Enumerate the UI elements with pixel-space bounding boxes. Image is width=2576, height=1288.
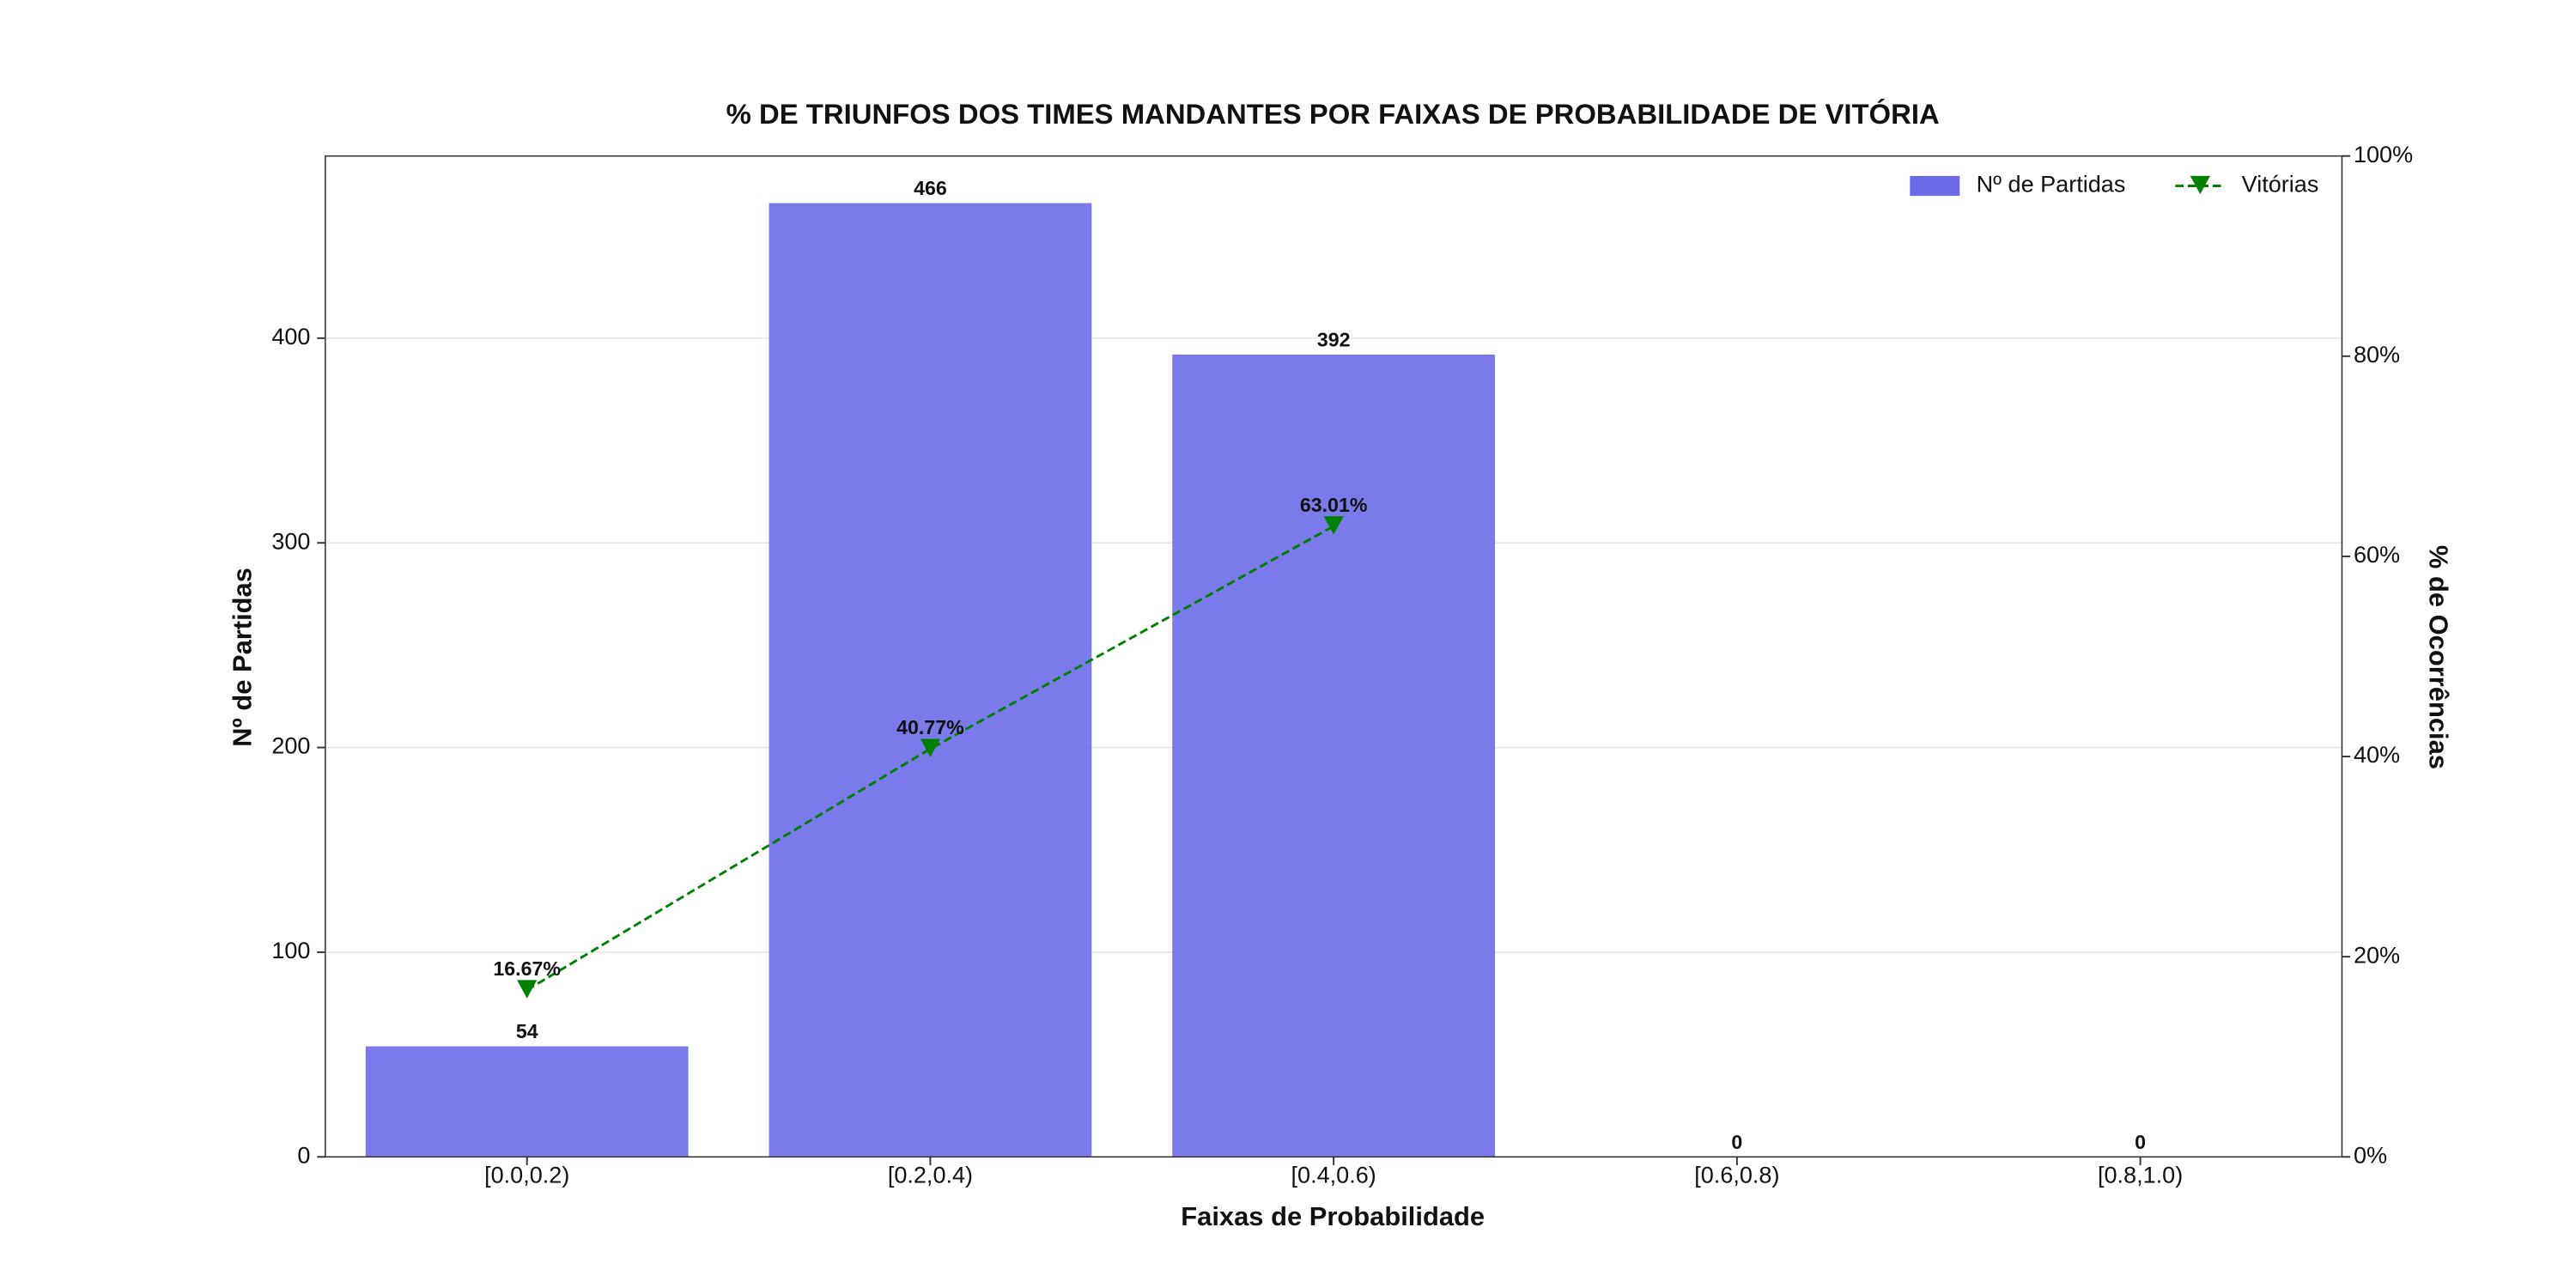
plot-frame — [325, 155, 2343, 1158]
y-tick-label: 100 — [271, 938, 310, 963]
y-tick-label: 400 — [271, 324, 310, 349]
x-tick-label: [0.4,0.6) — [1291, 1163, 1376, 1188]
y-axis-label: Nº de Partidas — [227, 568, 257, 747]
y2-tick-label: 40% — [2354, 742, 2400, 768]
line-marker — [517, 980, 538, 999]
y2-axis-label: % de Ocorrências — [2423, 545, 2453, 769]
x-tick-label: [0.6,0.8) — [1694, 1163, 1779, 1188]
bar-value-label: 466 — [914, 177, 947, 199]
x-tick-label: [0.2,0.4) — [888, 1163, 973, 1188]
bar-value-label: 0 — [2135, 1131, 2146, 1153]
bar-value-label: 54 — [516, 1020, 538, 1042]
x-axis-label: Faixas de Probabilidade — [1181, 1201, 1485, 1231]
legend-swatch — [1910, 175, 1960, 197]
bar — [365, 1046, 689, 1157]
bar-value-label: 0 — [1731, 1131, 1742, 1153]
line-value-label: 16.67% — [493, 957, 561, 980]
y-tick-label: 300 — [271, 528, 310, 554]
x-tick-label: [0.0,0.2) — [484, 1163, 569, 1188]
line-marker — [1323, 516, 1344, 535]
legend-marker — [2190, 175, 2210, 195]
y2-tick-label: 0% — [2354, 1142, 2387, 1168]
y2-tick-label: 60% — [2354, 542, 2400, 568]
y-tick-label: 200 — [271, 733, 310, 759]
bar — [1172, 354, 1496, 1157]
legend-label: Nº de Partidas — [1977, 172, 2126, 197]
bar-value-label: 392 — [1317, 329, 1351, 351]
y-tick-label: 0 — [297, 1142, 310, 1168]
line — [526, 525, 1334, 992]
line-value-label: 40.77% — [896, 716, 964, 738]
line-value-label: 63.01% — [1300, 494, 1368, 516]
x-tick-label: [0.8,1.0) — [2098, 1163, 2183, 1188]
legend-label: Vitórias — [2242, 172, 2319, 197]
y2-tick-label: 80% — [2354, 342, 2400, 368]
y2-tick-label: 100% — [2354, 142, 2413, 167]
bar — [769, 203, 1092, 1157]
line-marker — [920, 738, 941, 757]
chart-title: % DE TRIUNFOS DOS TIMES MANDANTES POR FA… — [726, 98, 1940, 130]
y2-tick-label: 20% — [2354, 942, 2400, 968]
